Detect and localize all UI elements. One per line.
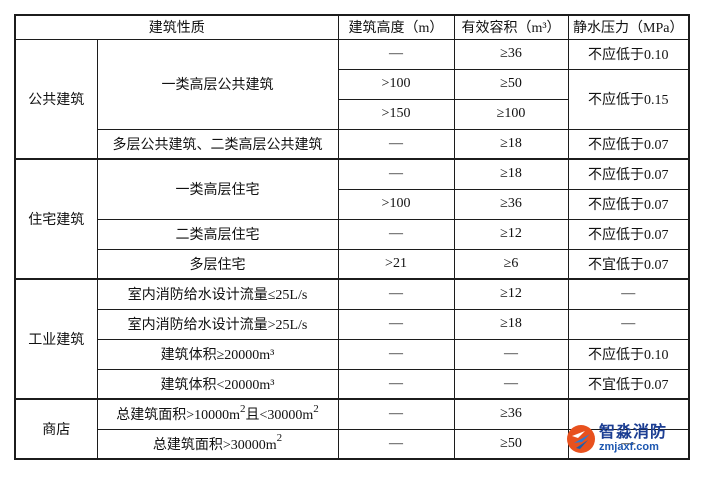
cell-volume: ≥50 <box>453 68 569 100</box>
superscript: 2 <box>276 432 283 445</box>
table-row: 建筑体积≥20000m³ — — 不应低于0.10 <box>15 338 690 370</box>
col-header-nature: 建筑性质 <box>14 14 339 40</box>
cell-pressure: — <box>567 308 690 340</box>
table-row: 商店 总建筑面积>10000m2且<30000m2 — ≥36 <box>14 398 690 460</box>
fire-swoosh-logo-icon <box>566 424 596 454</box>
cell-height: >100 <box>337 68 455 100</box>
cell-height: — <box>337 338 455 370</box>
table-row: 公共建筑 一类高层公共建筑 — ≥36 不应低于0.10 <box>14 38 690 160</box>
cell-volume: ≥12 <box>453 218 569 250</box>
cell-height: — <box>337 308 455 340</box>
cell-height: — <box>337 398 455 430</box>
sub-label: 室内消防给水设计流量≤25L/s <box>96 278 339 310</box>
cell-height: >21 <box>337 248 455 280</box>
cell-pressure: 不宜低于0.07 <box>567 368 690 400</box>
col-header-height: 建筑高度（m） <box>337 14 455 40</box>
cell-volume: ≥6 <box>453 248 569 280</box>
sub-label-text: 且<30000m <box>245 408 314 424</box>
cell-height: — <box>337 128 455 160</box>
cell-volume: ≥36 <box>453 188 569 220</box>
fire-tank-spec-table: 建筑性质 建筑高度（m） 有效容积（m³） 静水压力（MPa） 公共建筑 一类高… <box>14 14 690 460</box>
group-label: 工业建筑 <box>14 278 98 400</box>
col-header-volume: 有效容积（m³） <box>453 14 569 40</box>
sub-label: 二类高层住宅 <box>96 218 339 250</box>
sub-label: 多层公共建筑、二类高层公共建筑 <box>96 128 339 160</box>
cell-pressure: 不应低于0.07 <box>567 128 690 160</box>
table-row: 总建筑面积>30000m2 — ≥50 — <box>15 428 690 460</box>
cell-height: — <box>337 38 455 70</box>
cell-height: >100 <box>337 188 455 220</box>
sub-label: 总建筑面积>10000m2且<30000m2 <box>96 398 339 430</box>
sub-label: 建筑体积≥20000m³ <box>96 338 339 370</box>
cell-volume: ≥18 <box>453 158 569 190</box>
sub-label: 一类高层住宅 <box>96 158 339 220</box>
cell-pressure: 不应低于0.10 <box>567 338 690 370</box>
sub-label-text: 总建筑面积>10000m <box>116 408 240 424</box>
cell-height: — <box>337 368 455 400</box>
cell-pressure: 不应低于0.10 <box>567 38 690 70</box>
cell-volume: ≥36 <box>453 38 569 70</box>
sub-label: 室内消防给水设计流量>25L/s <box>96 308 339 340</box>
watermark-text: 智淼消防 zmjaxf.com <box>599 423 668 453</box>
group-label: 住宅建筑 <box>14 158 98 280</box>
sub-label: 总建筑面积>30000m2 <box>96 428 339 460</box>
superscript: 2 <box>240 402 246 415</box>
superscript: 2 <box>313 402 319 415</box>
cell-volume: ≥100 <box>453 98 569 130</box>
col-header-pressure: 静水压力（MPa） <box>567 14 690 40</box>
cell-volume: ≥18 <box>453 128 569 160</box>
table-row: >100 ≥50 不应低于0.15 <box>15 68 690 130</box>
cell-height: — <box>337 278 455 310</box>
cell-height: — <box>337 158 455 190</box>
header-row: 建筑性质 建筑高度（m） 有效容积（m³） 静水压力（MPa） <box>14 14 690 40</box>
cell-volume: — <box>453 368 569 400</box>
cell-volume: ≥50 <box>453 428 569 460</box>
watermark-logo: 智淼消防 zmjaxf.com <box>566 424 667 454</box>
sub-label: 多层住宅 <box>96 248 339 280</box>
cell-pressure: 不应低于0.15 <box>567 68 690 130</box>
table-row: 多层住宅 >21 ≥6 不宜低于0.07 <box>15 248 690 280</box>
table-row: 住宅建筑 一类高层住宅 — ≥18 不应低于0.07 <box>14 158 690 280</box>
sub-label: 建筑体积<20000m³ <box>96 368 339 400</box>
table-row: 建筑体积<20000m³ — — 不宜低于0.07 <box>15 368 690 400</box>
watermark-title: 智淼消防 <box>599 423 668 441</box>
table-row: 工业建筑 室内消防给水设计流量≤25L/s — ≥12 — <box>14 278 690 400</box>
cell-height: >150 <box>337 98 455 130</box>
cell-height: — <box>337 428 455 460</box>
sub-label-text: 总建筑面积>30000m <box>152 437 277 453</box>
cell-pressure: 不宜低于0.07 <box>567 248 690 280</box>
cell-volume: ≥36 <box>453 398 569 430</box>
cell-pressure: — <box>567 278 690 310</box>
table-row: 室内消防给水设计流量>25L/s — ≥18 — <box>15 308 690 340</box>
watermark-url: zmjaxf.com <box>599 440 659 453</box>
cell-pressure: 不应低于0.07 <box>567 188 690 220</box>
cell-pressure <box>567 398 690 430</box>
group-label: 公共建筑 <box>14 38 98 160</box>
cell-volume: ≥18 <box>453 308 569 340</box>
cell-volume: — <box>453 338 569 370</box>
table-row: >150 ≥100 <box>15 98 689 130</box>
cell-volume: ≥12 <box>453 278 569 310</box>
sub-label: 一类高层公共建筑 <box>96 38 339 130</box>
cell-pressure: 不应低于0.07 <box>567 218 690 250</box>
table-row: >100 ≥36 不应低于0.07 <box>15 188 690 220</box>
group-label: 商店 <box>14 398 98 460</box>
table-row: 二类高层住宅 — ≥12 不应低于0.07 <box>15 218 690 250</box>
table-row: 多层公共建筑、二类高层公共建筑 — ≥18 不应低于0.07 <box>15 128 690 160</box>
cell-pressure: 不应低于0.07 <box>567 158 690 190</box>
cell-height: — <box>337 218 455 250</box>
